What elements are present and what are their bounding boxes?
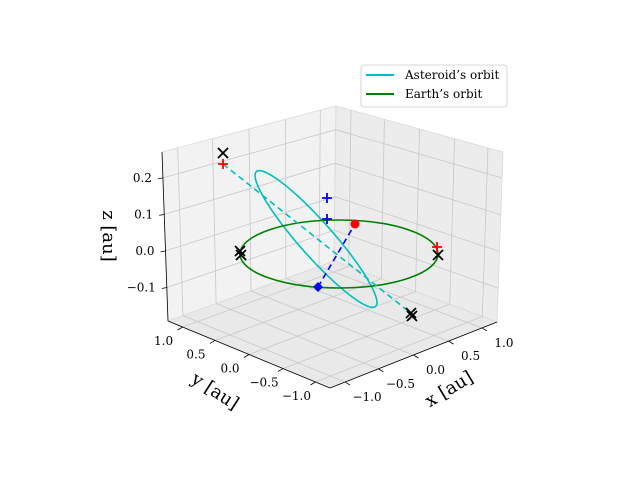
black-x-marker — [217, 147, 229, 159]
grid-line-floor-x — [282, 303, 450, 369]
x-tick-label: 0.5 — [461, 349, 480, 363]
blue-plus-marker — [322, 193, 332, 203]
x-tick-label: 0.0 — [426, 363, 445, 377]
grid-line-right-x — [481, 147, 489, 317]
z-tick-label: −0.1 — [127, 281, 156, 295]
grid-line-floor-y — [250, 290, 414, 356]
y-tick-label: 0.5 — [186, 347, 205, 361]
grid-line-z — [164, 162, 501, 216]
x-tick-label: −0.5 — [386, 377, 415, 391]
x-tick-mark — [448, 340, 454, 345]
black-x-marker — [432, 249, 444, 261]
legend-box — [360, 64, 508, 108]
x-tick-mark — [378, 368, 384, 373]
grid-line-floor-x — [315, 316, 483, 383]
y-tick-label: −0.5 — [249, 376, 278, 390]
z-tick-mark — [160, 250, 166, 253]
grid-line-z — [166, 229, 499, 289]
asteroid-node-line — [222, 163, 413, 315]
z-tick-label: 0.1 — [134, 207, 153, 221]
x-tick-label: −1.0 — [352, 390, 381, 404]
z-tick-label: 0.2 — [133, 171, 152, 185]
y-tick-label: 1.0 — [154, 334, 173, 348]
z-tick-mark — [161, 287, 167, 289]
x-tick-label: 1.0 — [494, 336, 513, 350]
y-tick-mark — [310, 381, 316, 386]
grid-line-right-x — [415, 128, 420, 292]
asteroid-orbit-line — [254, 169, 378, 309]
y-tick-mark — [209, 340, 216, 344]
y-tick-label: 0.0 — [220, 362, 239, 376]
grid-line-right-x — [449, 138, 455, 305]
legend-label-asteroid: Asteroid’s orbit — [404, 68, 499, 82]
grid-line-right-x — [380, 119, 385, 279]
grid-line-z — [162, 129, 503, 179]
red-plus-marker — [432, 242, 442, 252]
y-tick-label: −1.0 — [282, 389, 311, 403]
legend-label-earth: Earth’s orbit — [405, 87, 482, 101]
grid-line-z — [165, 196, 500, 252]
grid-line-left-y — [177, 147, 184, 316]
z-tick-label: 0.0 — [135, 244, 154, 258]
x-tick-mark — [344, 381, 351, 386]
black-x-marker — [405, 307, 417, 319]
red-plus-marker — [218, 159, 228, 169]
earth-asteroid-line — [317, 223, 356, 288]
x-tick-mark — [413, 354, 419, 359]
blue-diamond-marker — [313, 282, 323, 292]
y-tick-mark — [277, 368, 284, 372]
legend: Asteroid’s orbit Earth’s orbit — [360, 64, 508, 108]
blue-plus-marker — [322, 214, 332, 224]
grid-line-right-x — [348, 110, 352, 267]
tick-labels: −1.0 −0.5 0.0 0.5 1.0 1.0 0.5 0.0 −0.5 −1.0 0.2 0.1… — [127, 171, 514, 404]
black-x-marker — [235, 249, 247, 261]
black-x-marker — [406, 310, 418, 322]
z-axis-spine — [161, 151, 169, 322]
red-dot-marker — [350, 219, 360, 229]
black-x-marker — [234, 245, 246, 257]
z-axis-label: z [au] — [98, 210, 119, 262]
y-tick-mark — [177, 326, 183, 331]
grid-line-floor-y — [318, 266, 483, 329]
orbit-markers — [217, 147, 444, 322]
grid-line-left-y — [248, 128, 252, 292]
z-tick-mark — [159, 213, 165, 216]
x-tick-mark — [481, 327, 488, 332]
grid-lines — [162, 110, 503, 383]
z-tick-mark — [157, 177, 163, 180]
y-tick-mark — [243, 354, 250, 358]
grid-line-floor-y — [285, 278, 449, 342]
grid-line-left-y — [212, 138, 217, 304]
